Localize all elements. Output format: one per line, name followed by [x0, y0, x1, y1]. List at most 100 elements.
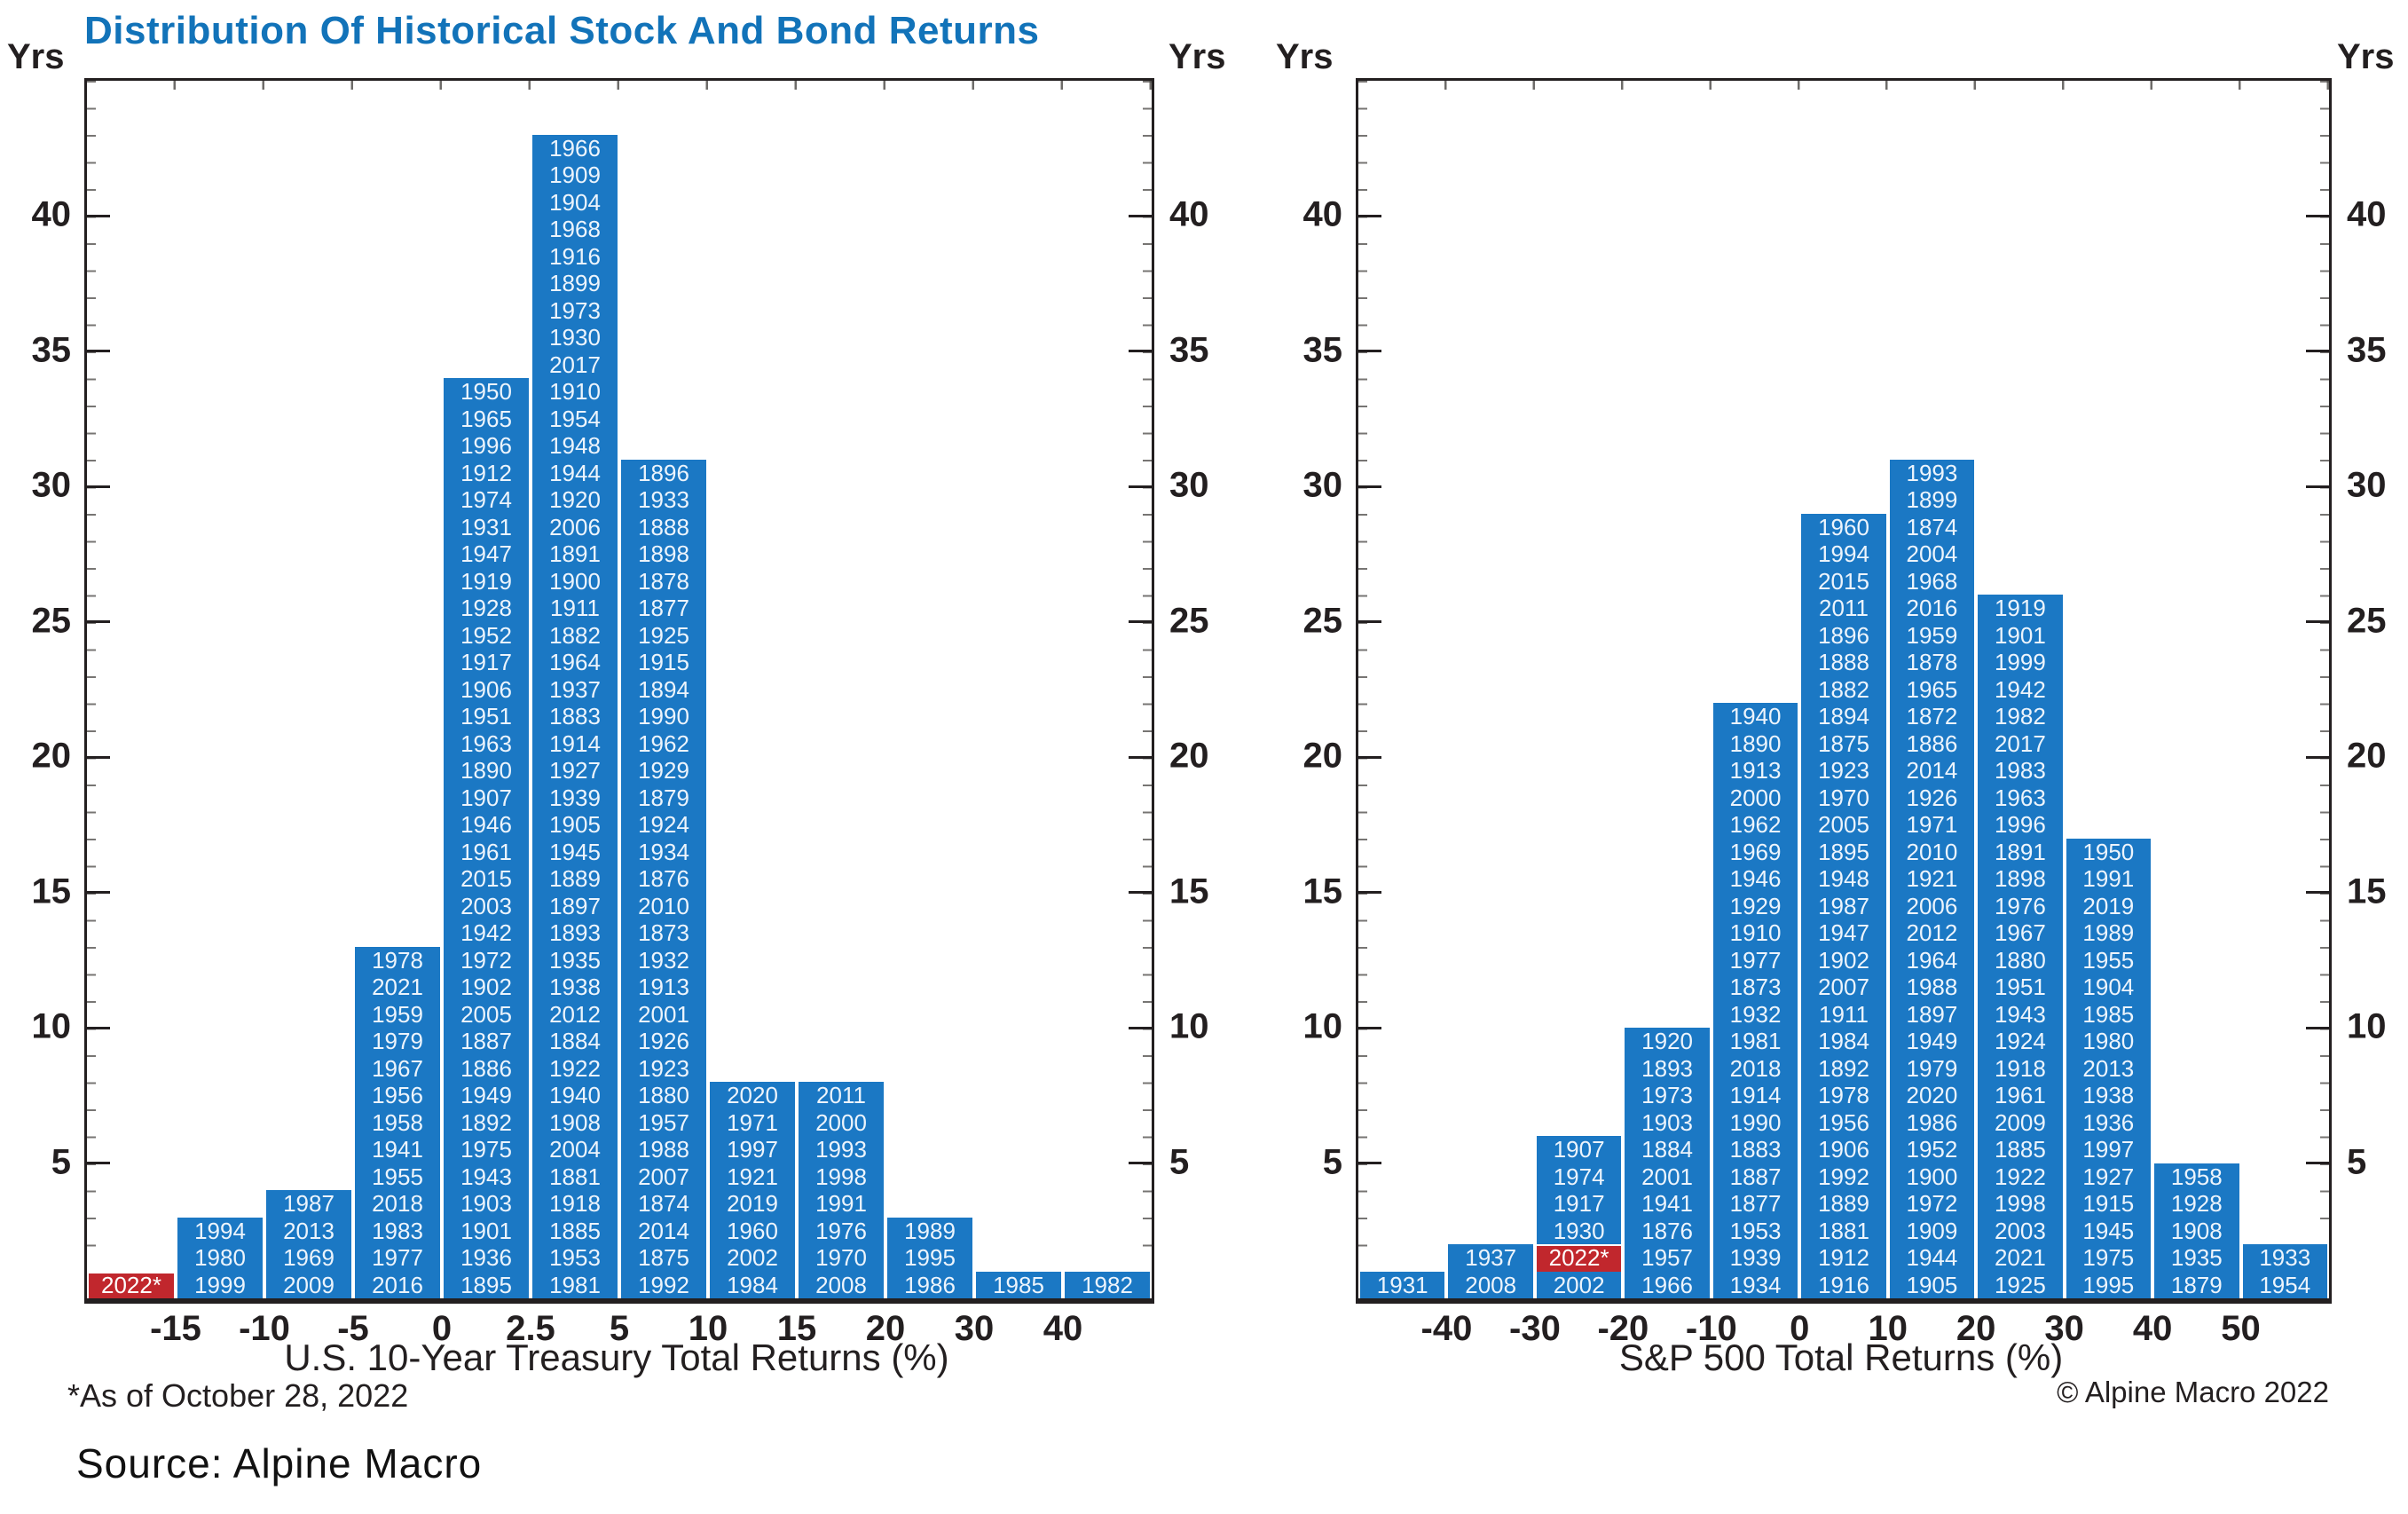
year-cell: 1878 — [638, 567, 689, 595]
year-cell: 1977 — [1729, 946, 1782, 974]
year-cell: 1925 — [1994, 1271, 2046, 1298]
year-cell: 2010 — [1906, 838, 1958, 865]
y-axis-unit-label: Yrs — [1276, 37, 1334, 76]
year-cell: 1889 — [1818, 1190, 1869, 1217]
year-cell: 1971 — [727, 1108, 778, 1136]
copyright: © Alpine Macro 2022 — [2057, 1376, 2329, 1408]
y-tick-label: 25 — [31, 601, 72, 641]
year-cell: 2013 — [283, 1217, 334, 1244]
histogram-bar: 1950 1991 2019 1989 1955 1904 1985 1980 2013 1938… — [2064, 838, 2153, 1298]
year-cell: 1981 — [549, 1271, 601, 1298]
year-cell: 2009 — [283, 1271, 334, 1298]
year-cell: 1972 — [460, 946, 512, 974]
year-cell: 2013 — [2082, 1054, 2135, 1082]
year-cell: 2003 — [460, 892, 512, 919]
y-tick-label: 15 — [1169, 871, 1209, 911]
chart-title: Distribution Of Historical Stock And Bon… — [84, 9, 1040, 52]
year-cell: 1995 — [2082, 1271, 2135, 1298]
year-cell: 1879 — [638, 784, 689, 811]
year-cell: 2002 — [1553, 1271, 1605, 1298]
year-cell: 2010 — [638, 892, 689, 919]
histogram-bar: 1982 — [1063, 1271, 1152, 1298]
year-cell: 1943 — [1994, 1000, 2046, 1028]
y-axis-minor-ticks — [1143, 81, 1152, 1298]
year-cell: 1910 — [1729, 919, 1782, 946]
year-cell: 1969 — [283, 1244, 334, 1271]
year-cell: 1906 — [460, 675, 512, 703]
year-cell: 1970 — [1818, 784, 1869, 811]
year-cell: 1977 — [372, 1244, 423, 1271]
y-major-tick — [2306, 755, 2329, 759]
year-cell: 1922 — [549, 1054, 601, 1082]
year-cell: 1915 — [638, 649, 689, 675]
year-cell: 1890 — [460, 757, 512, 784]
y-tick-label: 15 — [1302, 871, 1343, 911]
year-cell: 2000 — [1729, 784, 1782, 811]
year-cell: 1913 — [1729, 757, 1782, 784]
histogram-bar: 1958 1928 1908 1935 1879 — [2152, 1163, 2241, 1298]
year-cell: 1878 — [1906, 649, 1958, 675]
year-cell: 1898 — [1994, 865, 2046, 892]
year-cell: 1894 — [1818, 703, 1869, 729]
x-tick-label: 40 — [2132, 1309, 2173, 1348]
year-cell: 1901 — [1994, 621, 2046, 649]
year-cell: 1879 — [2170, 1271, 2223, 1298]
year-cell: 1897 — [1906, 1000, 1958, 1028]
year-cell: 1939 — [549, 784, 601, 811]
year-cell: 1908 — [2170, 1217, 2223, 1244]
year-cell: 2014 — [638, 1217, 689, 1244]
year-cell: 2005 — [1818, 811, 1869, 838]
year-cell: 2003 — [1994, 1217, 2046, 1244]
year-cell: 1899 — [1906, 486, 1958, 513]
y-major-tick — [1129, 620, 1152, 623]
x-tick-label: -40 — [1420, 1309, 1473, 1348]
year-cell: 1966 — [1641, 1271, 1693, 1298]
year-cell: 2005 — [460, 1000, 512, 1028]
year-cell: 1914 — [549, 729, 601, 757]
year-cell: 1935 — [549, 946, 601, 974]
y-axis-unit-label: Yrs — [1169, 37, 1226, 76]
year-cell: 1958 — [2170, 1163, 2223, 1190]
year-cell: 1905 — [1906, 1271, 1958, 1298]
x-tick-label: 10 — [1868, 1309, 1908, 1348]
year-cell: 2021 — [372, 974, 423, 1000]
year-cell: 1948 — [1818, 865, 1869, 892]
y-major-tick — [87, 350, 110, 352]
x-tick-label: 30 — [954, 1309, 995, 1348]
year-cell: 1982 — [1082, 1271, 1133, 1298]
year-cell: 1886 — [460, 1054, 512, 1082]
year-cell: 1926 — [1906, 784, 1958, 811]
y-major-tick — [87, 891, 110, 894]
x-tick-label: -20 — [1597, 1309, 1649, 1348]
year-cell: 1961 — [1994, 1082, 2046, 1108]
y-major-tick — [87, 755, 110, 759]
year-cell: 1960 — [727, 1217, 778, 1244]
year-cell: 1909 — [549, 162, 601, 188]
year-cell: 1952 — [460, 621, 512, 649]
year-cell: 2016 — [372, 1271, 423, 1298]
year-cell: 1937 — [1465, 1244, 1517, 1271]
y-major-tick — [1129, 1162, 1152, 1164]
year-cell: 1959 — [1906, 621, 1958, 649]
x-tick-label: 0 — [1790, 1309, 1810, 1348]
year-cell: 1944 — [1906, 1244, 1958, 1271]
y-tick-label: 25 — [2347, 601, 2387, 641]
year-cell: 1998 — [1994, 1190, 2046, 1217]
year-cell: 2006 — [549, 513, 601, 540]
year-cell: 1877 — [1729, 1190, 1782, 1217]
histogram-bar: 1931 — [1358, 1271, 1447, 1298]
x-tick-label: -30 — [1509, 1309, 1561, 1348]
year-cell: 1968 — [1906, 567, 1958, 595]
y-tick-label: 35 — [1169, 330, 1209, 370]
year-cell: 1984 — [1818, 1028, 1869, 1054]
y-tick-label: 10 — [1302, 1006, 1343, 1046]
year-cell: 1910 — [549, 378, 601, 405]
year-cell: 1983 — [1994, 757, 2046, 784]
year-cell: 1968 — [549, 216, 601, 242]
year-cell: 1934 — [1729, 1271, 1782, 1298]
year-cell: 1917 — [1553, 1190, 1605, 1217]
year-cell: 1985 — [2082, 1000, 2135, 1028]
year-cell: 1874 — [1906, 513, 1958, 540]
year-cell: 2020 — [1906, 1082, 1958, 1108]
year-cell: 1989 — [2082, 919, 2135, 946]
